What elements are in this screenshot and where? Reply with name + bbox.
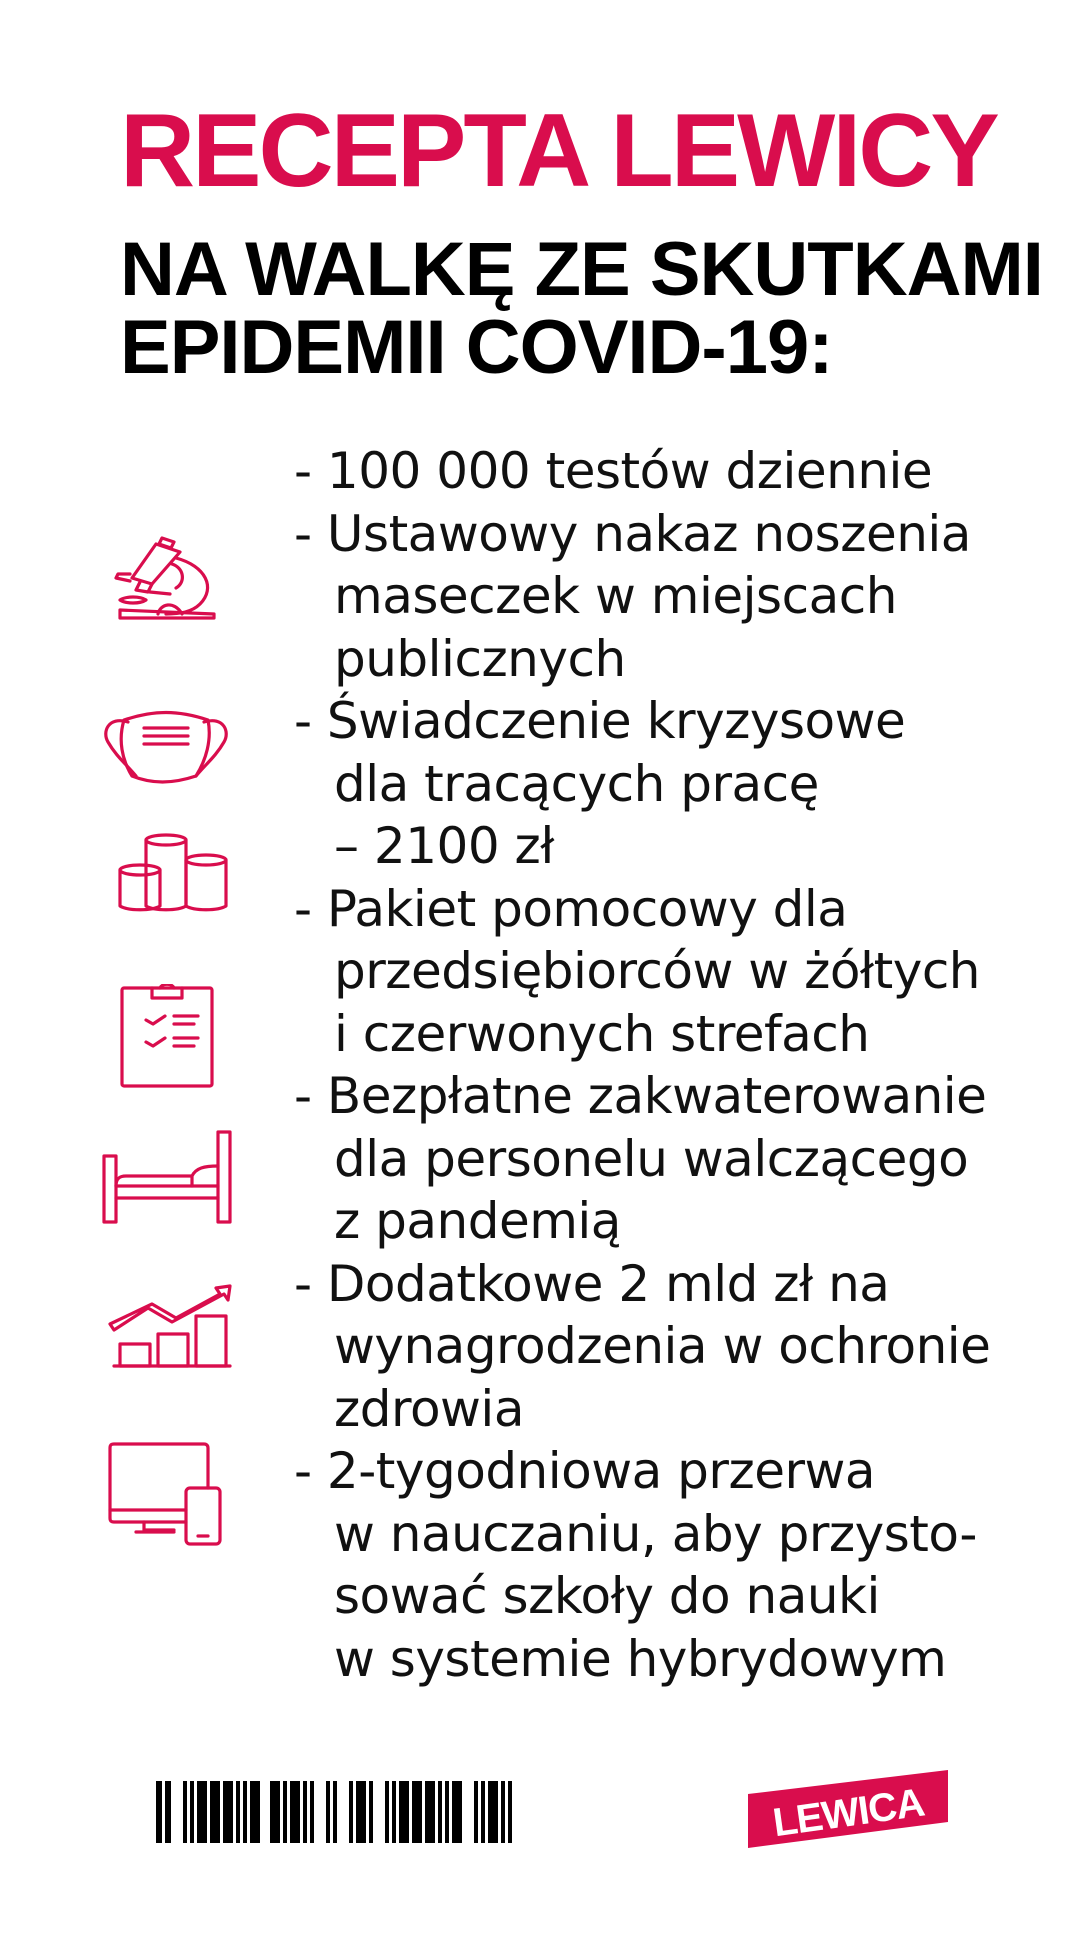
barcode-bar [385,1781,389,1843]
barcode-bar [392,1781,396,1843]
barcode-bar [452,1781,462,1843]
barcode-bar [438,1781,442,1843]
barcode-bar [445,1781,449,1843]
barcode-bar [399,1781,409,1843]
barcode-bar [412,1781,422,1843]
growth-chart-icon [100,1264,232,1374]
page-title: RECEPTA LEWICY [120,93,1000,209]
list-item: - 100 000 testów dziennie [294,442,933,500]
list-item-continuation: sować szkoły do nauki [334,1567,880,1625]
barcode-bar [501,1781,505,1843]
bed-icon [100,1126,232,1236]
barcode-bar [356,1781,366,1843]
barcode-bar [481,1781,485,1843]
list-item-continuation: i czerwonych strefach [334,1004,870,1063]
list-item-continuation: maseczek w miejscach [334,567,897,625]
barcode-bar [165,1781,171,1843]
barcode-bar [508,1781,512,1843]
barcode-bar [190,1781,194,1843]
barcode-bar [243,1781,247,1843]
barcode-bar [250,1781,260,1843]
list-item-continuation: wynagrodzenia w ochronie [334,1317,991,1375]
list-item: - Dodatkowe 2 mld zł na [294,1254,890,1313]
list-item: - Świadczenie kryzysowe [294,692,906,750]
computer-devices-icon [100,1438,232,1548]
list-item-continuation: w systemie hybrydowym [334,1629,947,1688]
barcode-bar [283,1781,287,1843]
list-item-continuation: publicznych [334,629,626,688]
subtitle-line-1: NA WALKĘ ZE SKUTKAMI [120,227,1044,312]
barcode-bar [236,1781,240,1843]
face-mask-icon [100,684,232,794]
barcode-bar [349,1781,353,1843]
barcode-bar [310,1781,314,1843]
list-item: - Bezpłatne zakwaterowanie [294,1067,987,1125]
list-item: - Ustawowy nakaz noszenia [294,504,971,563]
barcode-bar [488,1781,498,1843]
barcode-bar [183,1781,187,1843]
list-item-continuation: – 2100 zł [334,817,555,875]
list-item: - 2-tygodniowa przerwa [294,1442,876,1500]
list-item-continuation: dla tracących pracę [334,754,819,813]
barcode-bar [326,1781,330,1843]
microscope-icon [100,530,232,640]
clipboard-checklist-icon [100,982,232,1094]
barcode-bar [425,1781,435,1843]
barcode-bar [156,1781,162,1843]
barcode-bar [197,1781,207,1843]
subtitle-line-2: EPIDEMII COVID-19: [120,305,834,390]
list-item-continuation: przedsiębiorców w żółtych [334,942,981,1000]
barcode-bar [333,1781,337,1843]
list-item-continuation: w nauczaniu, aby przysto- [334,1504,977,1563]
list-item-continuation: dla personelu walczącego [334,1129,969,1188]
list-item-continuation: z pandemią [334,1192,621,1250]
list-item-continuation: zdrowia [334,1379,524,1438]
barcode-bar [290,1781,300,1843]
measures-list: - 100 000 testów dziennie - Ustawowy naka… [294,440,991,1690]
barcode-bar [474,1781,478,1843]
barcode-bar [303,1781,307,1843]
coins-icon [100,826,232,936]
barcode-bar [369,1781,373,1843]
barcode-graphic [156,1781,652,1843]
barcode-bar [223,1781,233,1843]
barcode-bar [270,1781,280,1843]
list-item: - Pakiet pomocowy dla [294,879,848,938]
lewica-logo: LEWICA [748,1770,948,1848]
barcode-bar [210,1781,220,1843]
